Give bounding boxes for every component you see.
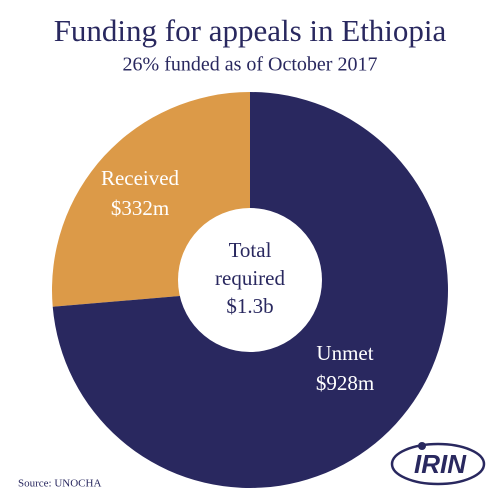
- donut-hole: [178, 208, 322, 352]
- logo: IRIN: [390, 442, 486, 486]
- pie: [51, 92, 449, 488]
- slice-label: Received: [101, 166, 180, 190]
- chart-subtitle: 26% funded as of October 2017: [123, 54, 378, 76]
- center-text: required: [215, 266, 285, 290]
- value-label: $928m: [316, 371, 374, 395]
- center-text: Total: [229, 238, 272, 262]
- chart-title: Funding for appeals in Ethiopia: [54, 13, 447, 48]
- center-total: $1.3b: [226, 294, 273, 318]
- logo-bg: [412, 452, 468, 478]
- logo-text: IRIN: [414, 449, 467, 479]
- source: Source: UNOCHA: [18, 478, 101, 490]
- logo-swoosh: [390, 442, 486, 486]
- value-label: $332m: [111, 196, 169, 220]
- logo-dot: [418, 442, 426, 450]
- slice-label: Unmet: [316, 341, 373, 365]
